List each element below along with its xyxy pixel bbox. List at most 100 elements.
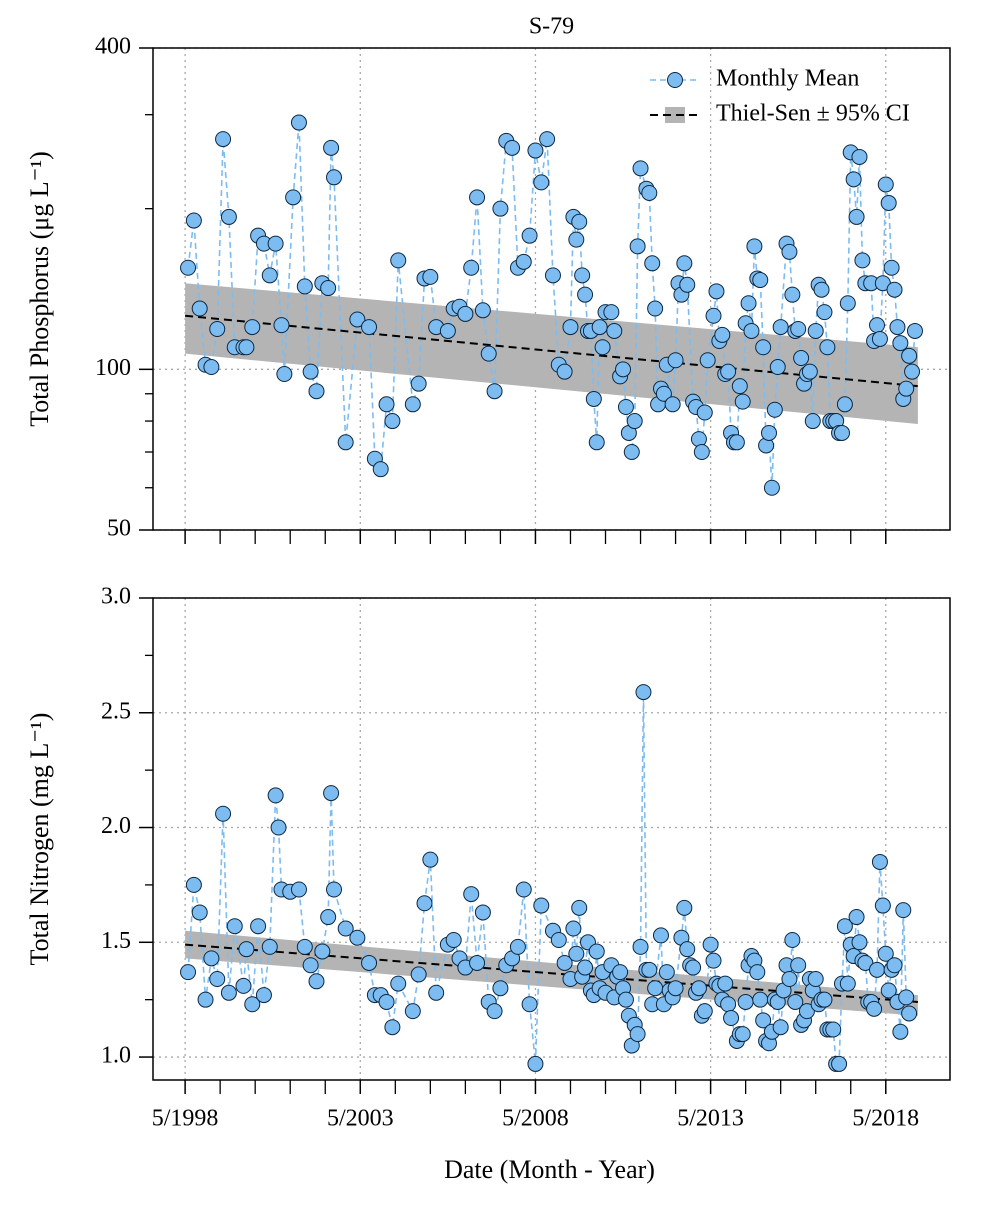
data-point bbox=[763, 479, 780, 496]
data-point bbox=[632, 160, 649, 177]
data-point bbox=[705, 307, 722, 324]
data-point bbox=[617, 399, 634, 416]
data-point bbox=[737, 993, 754, 1010]
data-point bbox=[658, 964, 675, 981]
data-point bbox=[474, 904, 491, 921]
plot-frame bbox=[152, 597, 951, 1081]
chart-title: S-79 bbox=[529, 14, 574, 40]
data-point bbox=[544, 267, 561, 284]
data-point bbox=[474, 302, 491, 319]
data-point bbox=[807, 971, 824, 988]
data-point bbox=[469, 189, 486, 206]
data-point bbox=[866, 1000, 883, 1017]
data-point bbox=[521, 227, 538, 244]
data-point bbox=[556, 363, 573, 380]
data-point bbox=[326, 881, 343, 898]
data-point bbox=[238, 941, 255, 958]
plot-frame bbox=[152, 47, 951, 531]
data-point bbox=[848, 909, 865, 926]
data-point bbox=[244, 996, 261, 1013]
data-point bbox=[836, 396, 853, 413]
data-point bbox=[308, 973, 325, 990]
data-point bbox=[296, 938, 313, 955]
data-point bbox=[244, 319, 261, 336]
data-point bbox=[781, 243, 798, 260]
data-point bbox=[904, 363, 921, 380]
data-point bbox=[469, 954, 486, 971]
data-point bbox=[635, 684, 652, 701]
data-point bbox=[372, 461, 389, 478]
y-axis-title: Total Phosphorus (μg L⁻¹) bbox=[25, 151, 54, 427]
data-point bbox=[480, 345, 497, 362]
data-point bbox=[492, 980, 509, 997]
data-point bbox=[445, 931, 462, 948]
data-point bbox=[798, 1003, 815, 1020]
data-point bbox=[314, 943, 331, 960]
y-tick-label: 1.5 bbox=[101, 928, 131, 954]
data-point bbox=[898, 380, 915, 397]
data-point bbox=[871, 853, 888, 870]
data-point bbox=[550, 931, 567, 948]
data-point bbox=[285, 189, 302, 206]
data-point bbox=[504, 139, 521, 156]
data-point bbox=[819, 339, 836, 356]
data-point bbox=[235, 977, 252, 994]
data-point bbox=[191, 904, 208, 921]
data-point bbox=[226, 918, 243, 935]
data-point bbox=[752, 991, 769, 1008]
data-point bbox=[699, 352, 716, 369]
data-point bbox=[267, 235, 284, 252]
data-point bbox=[215, 805, 232, 822]
data-point bbox=[892, 335, 909, 352]
data-point bbox=[556, 954, 573, 971]
data-point bbox=[323, 139, 340, 156]
data-point bbox=[509, 938, 526, 955]
data-point bbox=[571, 899, 588, 916]
data-point bbox=[644, 255, 661, 272]
data-point bbox=[577, 286, 594, 303]
data-point bbox=[652, 927, 669, 944]
data-point bbox=[892, 1023, 909, 1040]
data-point bbox=[632, 938, 649, 955]
data-point bbox=[410, 375, 427, 392]
data-point bbox=[220, 984, 237, 1001]
data-point bbox=[690, 980, 707, 997]
data-point bbox=[705, 952, 722, 969]
data-point bbox=[527, 1055, 544, 1072]
data-point bbox=[804, 413, 821, 430]
legend-label: Thiel-Sen ± 95% CI bbox=[716, 101, 910, 127]
data-point bbox=[378, 396, 395, 413]
data-point bbox=[410, 966, 427, 983]
data-point bbox=[539, 131, 556, 148]
data-point bbox=[752, 272, 769, 289]
y-tick-label: 3.0 bbox=[101, 584, 131, 610]
data-point bbox=[361, 319, 378, 336]
data-point bbox=[898, 989, 915, 1006]
data-point bbox=[515, 881, 532, 898]
y-tick-label: 2.0 bbox=[101, 813, 131, 839]
data-point bbox=[276, 366, 293, 383]
data-point bbox=[623, 444, 640, 461]
data-point bbox=[320, 909, 337, 926]
data-point bbox=[760, 424, 777, 441]
data-point bbox=[215, 131, 232, 148]
data-point bbox=[720, 363, 737, 380]
data-point bbox=[320, 280, 337, 297]
data-point bbox=[667, 352, 684, 369]
x-tick-label: 5/2013 bbox=[677, 1106, 744, 1132]
data-point bbox=[261, 267, 278, 284]
data-point bbox=[667, 980, 684, 997]
data-point bbox=[679, 276, 696, 293]
data-point bbox=[463, 886, 480, 903]
data-point bbox=[874, 897, 891, 914]
x-tick-label: 5/2003 bbox=[327, 1106, 394, 1132]
data-point bbox=[734, 1026, 751, 1043]
data-point bbox=[562, 319, 579, 336]
data-point bbox=[895, 902, 912, 919]
y-tick-label: 2.5 bbox=[101, 698, 131, 724]
data-point bbox=[308, 383, 325, 400]
data-point bbox=[845, 171, 862, 188]
data-point bbox=[886, 281, 903, 298]
